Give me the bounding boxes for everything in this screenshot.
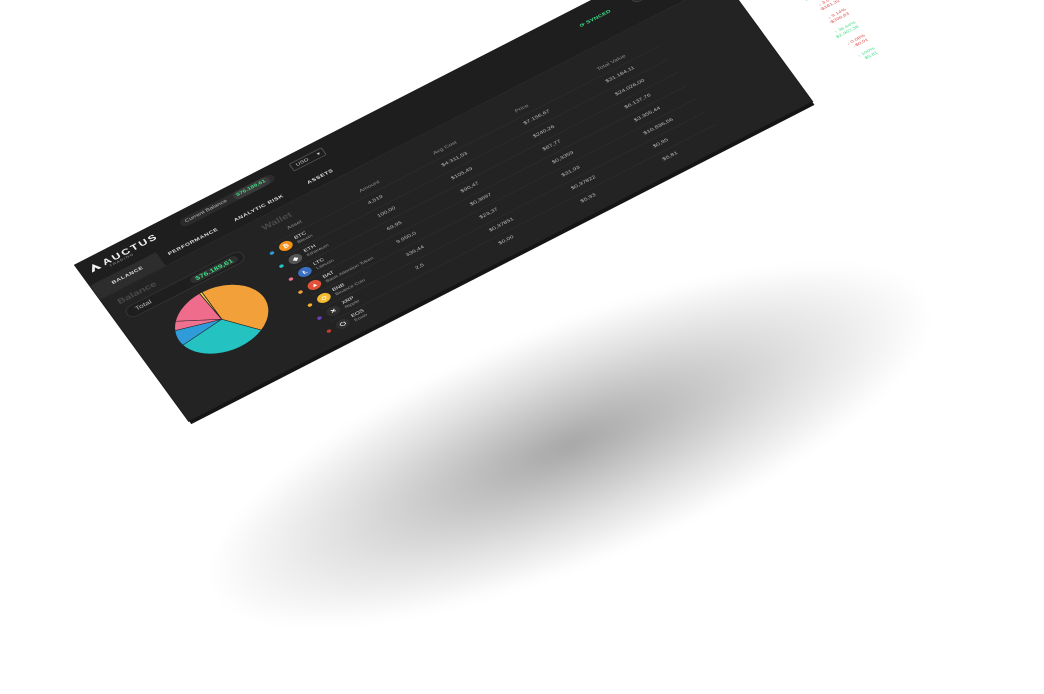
asset-price: $5,93 [579,192,597,204]
stage: AUCTUS TRADING Current Balance $76.189,6… [75,0,879,425]
legend-dot [316,315,323,321]
legend-dot [278,263,285,269]
app-window: AUCTUS TRADING Current Balance $76.189,6… [75,0,879,425]
pie-slice [199,291,223,320]
currency-value: USD [295,157,310,168]
asset-avg-cost: $0,00 [497,234,515,246]
asset-total-value: $0,95 [652,137,670,149]
pie-slice [182,318,262,355]
asset-amount: 4,519 [366,194,385,206]
pie-slice [201,284,269,331]
asset-total-value: $5,81 [661,150,679,162]
legend-dot [325,328,332,334]
chevron-down-icon: ▾ [315,151,322,157]
sync-icon: ⟳ [578,22,587,29]
asset-amount: 69,95 [385,220,404,232]
allocation-pie-chart [174,284,269,355]
legend-dot [306,302,313,308]
asset-amount: 2,5 [414,262,426,271]
total-label: Total [133,298,153,312]
coin-icon: ⬡ [333,316,352,331]
legend-dot [297,289,304,295]
logo-icon [87,261,101,272]
legend-dot [268,250,275,256]
legend-dot [287,276,294,282]
